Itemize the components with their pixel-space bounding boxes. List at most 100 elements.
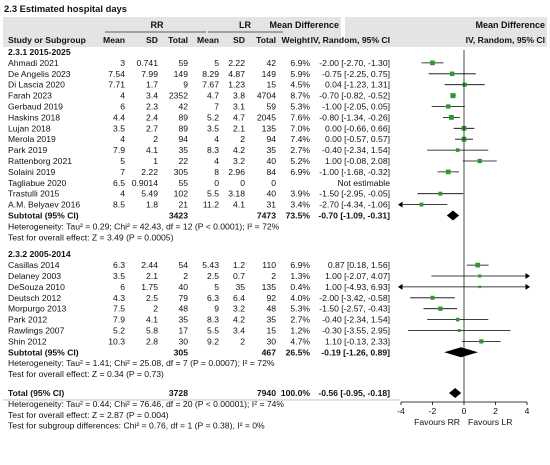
study-name: Delaney 2003 (8, 271, 61, 281)
subgroup-heading: 2.3.2 2005-2014 (8, 249, 71, 259)
cell-sd-lr: 4.2 (233, 315, 245, 325)
cell-sd-lr: 4.2 (233, 145, 245, 155)
cell-sd-lr: 2 (240, 336, 245, 346)
col-header-ci: IV, Random, 95% CI (311, 35, 390, 45)
study-name: Farah 2023 (8, 91, 52, 101)
cell-sd-rr: 5.8 (146, 325, 158, 335)
cell-mean-lr: 4.7 (207, 91, 219, 101)
cell-total-rr: 35 (178, 145, 188, 155)
cell-mean-lr: 6.3 (207, 293, 219, 303)
cell-ci: 1.10 [-0.13, 2.33] (325, 336, 390, 346)
col-header-sd-lr: SD (233, 35, 245, 45)
subtotal-label: Subtotal (95% CI) (8, 211, 79, 221)
heterogeneity-text: Heterogeneity: Tau² = 1.41; Chi² = 25.08… (8, 358, 275, 368)
cell-ci: 0.00 [-0.57, 0.57] (325, 134, 390, 144)
cell-total-rr: 42 (178, 102, 188, 112)
subtotal-total-lr: 7473 (257, 211, 276, 221)
cell-total-rr: 55 (178, 178, 188, 188)
cell-mean-lr: 2.5 (207, 271, 219, 281)
cell-total-rr: 2 (183, 271, 188, 281)
total-count-rr: 3728 (169, 388, 188, 398)
study-name: Gerbaud 2019 (8, 102, 63, 112)
cell-mean-rr: 6.3 (113, 260, 125, 270)
col-header-sd-rr: SD (146, 35, 158, 45)
group-label-lr: LR (239, 20, 251, 30)
subtotal-ci: -0.19 [-1.26, 0.89] (321, 347, 390, 357)
cell-mean-lr: 7.67 (202, 80, 219, 90)
cell-ci: -1.50 [-2.95, -0.05] (319, 189, 390, 199)
cell-total-lr: 92 (266, 293, 276, 303)
cell-mean-lr: 7 (214, 102, 219, 112)
x-tick-label: 2 (493, 406, 498, 416)
cell-sd-lr: 2.22 (228, 58, 245, 68)
effect-square (478, 285, 481, 289)
ci-arrow-right (525, 272, 530, 279)
cell-mean-lr: 5 (214, 282, 219, 292)
cell-total-lr: 35 (266, 145, 276, 155)
effect-square (455, 148, 460, 152)
subgroup-heading: 2.3.1 2015-2025 (8, 47, 71, 57)
cell-mean-rr: 4 (120, 189, 125, 199)
cell-sd-lr: 2 (240, 134, 245, 144)
cell-sd-rr: 2 (153, 304, 158, 314)
x-tick-label: -4 (397, 406, 405, 416)
cell-total-rr: 22 (178, 156, 188, 166)
cell-sd-rr: 0.741 (136, 58, 158, 68)
effect-square (448, 114, 454, 120)
cell-mean-rr: 7.71 (108, 80, 125, 90)
cell-weight: 8.7% (290, 91, 310, 101)
cell-sd-lr: 3.2 (233, 304, 245, 314)
cell-ci: -1.00 [-1.68, -0.32] (319, 167, 390, 177)
effect-square (419, 202, 424, 207)
cell-ci: 0.87 [0.18, 1.56] (328, 260, 390, 270)
cell-weight: 2.7% (290, 145, 310, 155)
cell-mean-lr: 0 (214, 178, 219, 188)
cell-mean-rr: 3.5 (113, 271, 125, 281)
ci-arrow-right (525, 283, 530, 290)
cell-sd-rr: 1.75 (141, 282, 158, 292)
cell-total-lr: 149 (262, 69, 277, 79)
cell-weight: 4.5% (290, 80, 310, 90)
total-weight: 100.0% (281, 388, 311, 398)
cell-total-lr: 110 (262, 260, 276, 270)
cell-sd-lr: 2.96 (228, 167, 245, 177)
subtotal-weight: 26.5% (286, 347, 311, 357)
cell-total-rr: 59 (178, 58, 188, 68)
cell-sd-rr: 0.9014 (132, 178, 159, 188)
cell-sd-rr: 2.22 (141, 167, 158, 177)
cell-ci: -0.30 [-3.55, 2.95] (322, 325, 390, 335)
cell-total-rr: 21 (178, 200, 188, 210)
cell-weight: 4.7% (290, 336, 310, 346)
cell-sd-lr: 2.1 (233, 123, 245, 133)
x-tick-label: -2 (429, 406, 437, 416)
cell-total-lr: 40 (266, 156, 276, 166)
cell-sd-rr: 2.5 (146, 293, 158, 303)
cell-total-rr: 30 (178, 336, 188, 346)
subtotal-label: Subtotal (95% CI) (8, 347, 79, 357)
cell-mean-lr: 3.5 (207, 123, 219, 133)
cell-mean-rr: 7.5 (113, 304, 125, 314)
cell-sd-rr: 5.49 (141, 189, 158, 199)
cell-mean-lr: 5.5 (207, 189, 219, 199)
cell-mean-lr: 8.3 (207, 145, 219, 155)
cell-total-lr: 2 (271, 271, 276, 281)
study-name: Park 2019 (8, 145, 47, 155)
cell-ci: 1.00 [-2.07, 4.07] (325, 271, 390, 281)
cell-mean-rr: 6 (120, 282, 125, 292)
study-name: Deutsch 2012 (8, 293, 61, 303)
overall-effect-text: Test for overall effect: Z = 0.34 (P = 0… (8, 369, 164, 379)
ci-arrow-left (398, 283, 403, 290)
cell-mean-rr: 5.2 (113, 325, 125, 335)
cell-weight: 3.9% (290, 189, 310, 199)
study-name: Lujan 2018 (8, 123, 51, 133)
cell-mean-lr: 5.5 (207, 325, 219, 335)
cell-sd-rr: 1.8 (146, 200, 158, 210)
footer-text: Test for overall effect: Z = 2.87 (P = 0… (8, 410, 169, 420)
subtotal-total-rr: 305 (174, 347, 189, 357)
cell-total-rr: 149 (174, 69, 189, 79)
study-name: De Angelis 2023 (8, 69, 71, 79)
effect-square (438, 191, 443, 196)
cell-total-rr: 89 (178, 123, 188, 133)
favours-lr-label: Favours LR (468, 417, 512, 427)
